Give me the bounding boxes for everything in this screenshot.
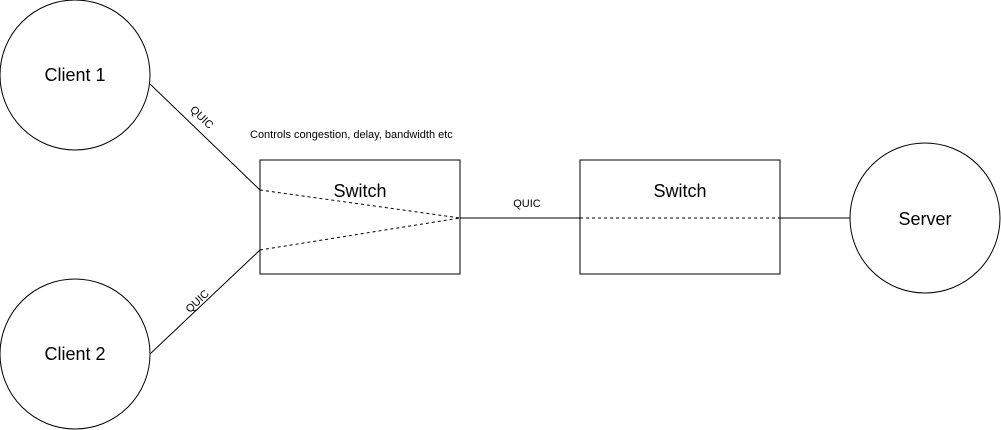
- switch1-annotation: Controls congestion, delay, bandwidth et…: [250, 129, 453, 141]
- client2-node: [0, 278, 151, 430]
- switch1-node: [259, 159, 461, 275]
- client1-label: Client 1: [44, 65, 105, 85]
- switch1-label: Switch: [333, 181, 386, 201]
- switch2-label: Switch: [653, 181, 706, 201]
- client2-label: Client 2: [44, 344, 105, 364]
- server-label: Server: [898, 209, 951, 229]
- server-node: [849, 142, 1001, 294]
- client1-to-switch1-line: [149, 83, 261, 191]
- client2-link-label: QUIC: [184, 288, 212, 316]
- switch1-internal-path-client2: [259, 217, 461, 251]
- client2-to-switch1-line: [149, 249, 261, 355]
- switch2-node: [579, 159, 781, 275]
- client1-node: [0, 0, 151, 151]
- client1-link-label: QUIC: [187, 104, 215, 132]
- switch1-internal-path-client1: [259, 189, 461, 219]
- switch-link-label: QUIC: [513, 198, 541, 210]
